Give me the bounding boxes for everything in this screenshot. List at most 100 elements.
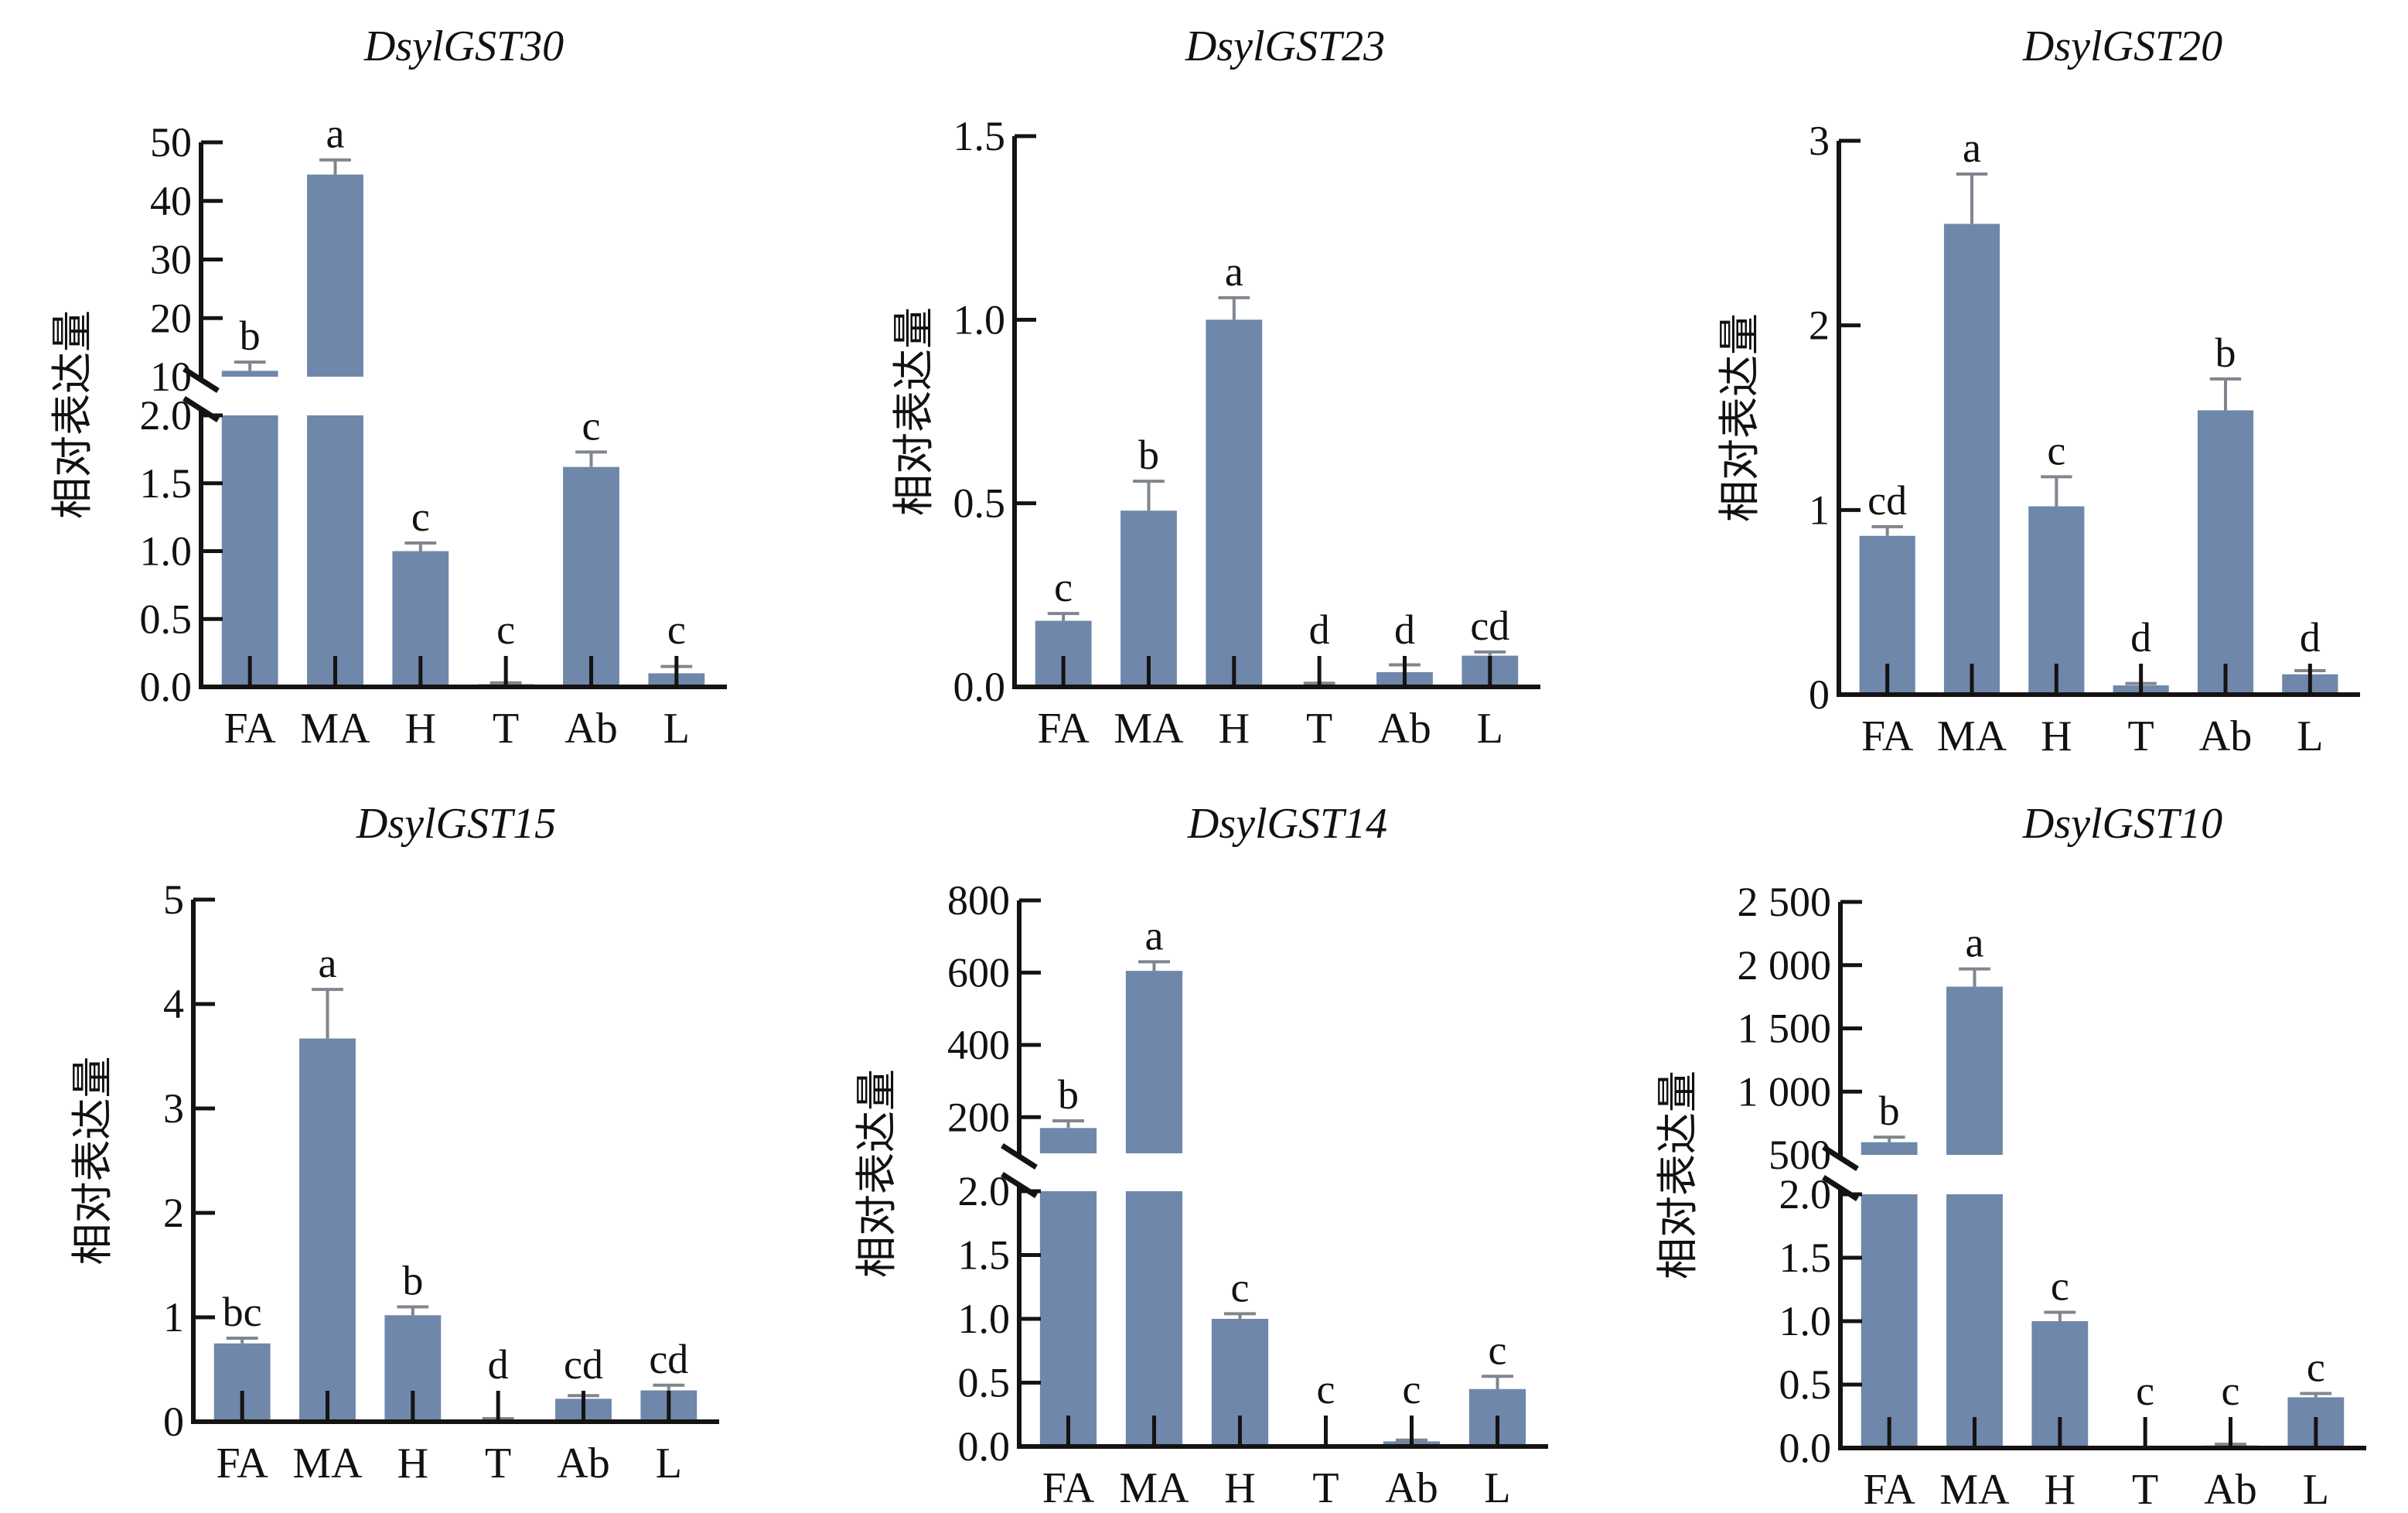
axis-break-mark-upper (1001, 1143, 1038, 1170)
significance-label: c (667, 606, 686, 653)
x-tick-label: L (1477, 705, 1503, 753)
x-tick-label: T (485, 1440, 511, 1487)
bar-MA-lower (1125, 1191, 1183, 1446)
y-tick-label: 2.0 (140, 392, 193, 439)
y-tick-label: 2 000 (1738, 942, 1832, 989)
chart-title: DsylGST23 (1185, 22, 1385, 70)
significance-label: b (1058, 1071, 1079, 1118)
y-tick-label: 0.5 (140, 596, 193, 642)
y-tick-label: 0 (163, 1399, 184, 1445)
axis-break-mark-upper (182, 367, 220, 393)
significance-label: c (1054, 564, 1073, 610)
axis-break-mark-upper (1822, 1145, 1859, 1171)
bar-FA (1039, 1128, 1097, 1153)
significance-label: cd (649, 1336, 688, 1382)
bar-MA (1125, 971, 1183, 1153)
significance-label: c (2051, 1263, 2069, 1310)
x-tick-label: H (405, 705, 436, 753)
x-tick-label: Ab (557, 1440, 609, 1487)
chart-panel-DsylGST15: DsylGST15 相对表达量 bc FA a MA b Hd Tcd Ab cd L 0 1 2 3 4 5 (68, 800, 719, 1487)
y-axis-label: 相对表达量 (1653, 1071, 1702, 1279)
significance-label: c (496, 606, 515, 653)
chart-title: DsylGST30 (363, 22, 564, 70)
x-tick-label: MA (300, 705, 370, 753)
y-tick-label: 0.5 (1779, 1361, 1832, 1408)
x-tick-label: FA (1863, 1466, 1915, 1513)
y-tick-label: 800 (947, 877, 1010, 924)
y-tick-label: 1.0 (140, 528, 193, 575)
significance-label: bc (223, 1289, 262, 1335)
significance-label: b (2215, 330, 2236, 376)
y-axis-label: 相对表达量 (1715, 313, 1764, 522)
x-tick-label: Ab (1378, 705, 1431, 753)
bar-FA (1861, 1142, 1918, 1155)
y-tick-label: 2 500 (1738, 879, 1832, 925)
y-tick-label: 10 (150, 353, 192, 400)
y-tick-label: 1.5 (140, 460, 193, 507)
y-tick-label: 1 (163, 1294, 184, 1341)
x-tick-label: T (493, 705, 519, 753)
significance-label: c (411, 494, 430, 540)
y-tick-label: 400 (947, 1022, 1010, 1068)
bar-FA-lower (221, 415, 278, 687)
y-tick-label: 2.0 (958, 1168, 1011, 1214)
bar-MA-lower (307, 415, 363, 687)
x-tick-label: FA (216, 1440, 268, 1487)
x-tick-label: MA (1939, 1466, 2010, 1513)
bar-Ab (2197, 410, 2254, 695)
significance-label: d (1394, 606, 1415, 653)
bar-FA-lower (1039, 1191, 1097, 1446)
y-tick-label: 4 (163, 981, 184, 1027)
x-tick-label: T (1312, 1464, 1339, 1512)
bar-Ab (563, 466, 619, 687)
x-tick-label: FA (223, 705, 276, 753)
y-axis-label: 相对表达量 (889, 307, 938, 516)
chart-panel-DsylGST14: DsylGST14 相对表达量 b FA a MA c Hc Tc Ab c L 0.0 0.5 1.0 1.… (852, 800, 1548, 1512)
significance-label: c (2307, 1344, 2325, 1390)
bar-MA-lower (1946, 1194, 2003, 1448)
chart-title: DsylGST14 (1187, 800, 1387, 848)
x-tick-label: H (1224, 1464, 1255, 1512)
bar-MA (307, 174, 363, 377)
significance-label: c (2222, 1368, 2240, 1414)
y-tick-label: 1 (1809, 487, 1830, 533)
chart-title: DsylGST15 (356, 800, 556, 848)
significance-label: d (1309, 606, 1330, 653)
y-tick-label: 1.0 (1779, 1298, 1832, 1344)
x-tick-label: Ab (2199, 712, 2252, 760)
x-tick-label: H (397, 1440, 428, 1487)
significance-label: cd (1867, 477, 1907, 524)
y-tick-label: 2.0 (1779, 1171, 1832, 1218)
x-tick-label: FA (1037, 705, 1090, 753)
y-tick-label: 1 500 (1738, 1006, 1832, 1052)
y-tick-label: 2 (1809, 302, 1830, 349)
x-tick-label: MA (292, 1440, 363, 1487)
y-tick-label: 3 (1809, 118, 1830, 164)
significance-label: c (582, 402, 601, 449)
chart-panel-DsylGST30: DsylGST30 相对表达量 b FA a MA c Hc Tc Ab c L 0.0 0.5 1.0 1.… (48, 22, 727, 753)
x-tick-label: H (2045, 1466, 2075, 1513)
significance-label: b (402, 1258, 423, 1304)
x-tick-label: FA (1861, 712, 1914, 760)
x-tick-label: FA (1042, 1464, 1095, 1512)
significance-label: a (1963, 125, 1981, 171)
y-tick-label: 0.0 (953, 664, 1006, 710)
y-tick-label: 0.5 (953, 480, 1006, 527)
x-tick-label: T (1306, 705, 1332, 753)
significance-label: c (1489, 1327, 1507, 1373)
x-tick-label: L (663, 705, 690, 753)
x-tick-label: T (2128, 712, 2154, 760)
y-tick-label: 0 (1809, 671, 1830, 718)
chart-panel-DsylGST23: DsylGST23 相对表达量 c FA b MA a Hd Td Ab cd L 0.0 0.5 1.0 1… (889, 22, 1540, 753)
y-tick-label: 30 (150, 237, 192, 283)
significance-label: c (1317, 1366, 1335, 1412)
significance-label: c (2136, 1368, 2154, 1414)
x-tick-label: MA (1119, 1464, 1189, 1512)
significance-label: a (1966, 920, 1984, 966)
x-tick-label: L (2297, 712, 2323, 760)
y-tick-label: 3 (163, 1085, 184, 1132)
y-axis-label: 相对表达量 (48, 310, 97, 519)
significance-label: d (488, 1341, 509, 1388)
y-tick-label: 200 (947, 1094, 1010, 1140)
